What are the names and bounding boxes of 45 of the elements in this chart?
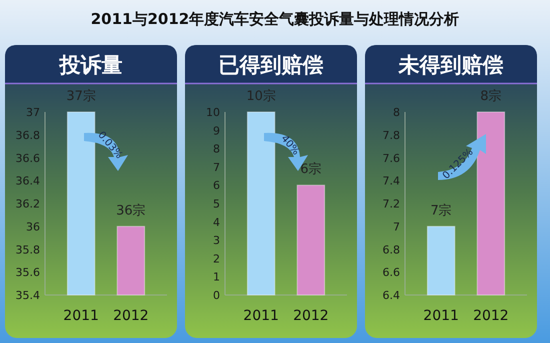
x-tick-label: 2012	[473, 308, 509, 324]
data-label: 7宗	[430, 202, 452, 218]
y-tick-label: 1	[213, 270, 220, 284]
y-tick-label: 8	[393, 106, 400, 119]
y-tick-label: 4	[213, 216, 220, 229]
y-tick-label: 10	[206, 106, 220, 119]
y-tick-label: 36.4	[16, 174, 40, 188]
text: 2011与2012年度汽车安全气囊投诉量与处理情况分析	[90, 10, 460, 28]
data-label: 6宗	[300, 161, 322, 178]
y-tick-label: 2	[213, 252, 220, 266]
y-tick-label: 7	[393, 220, 400, 234]
y-tick-label: 35.6	[16, 266, 40, 280]
y-tick-label: 36.2	[16, 198, 40, 210]
y-tick-label: 36.6	[16, 152, 40, 165]
y-tick-label: 37	[26, 106, 40, 119]
y-tick-label: 7.4	[382, 174, 400, 188]
y-tick-label: 8	[213, 142, 220, 156]
y-tick-label: 9	[213, 124, 220, 138]
y-tick-label: 3	[213, 234, 220, 248]
y-tick-label: 36.8	[16, 128, 40, 142]
data-label: 10宗	[246, 88, 276, 104]
y-tick-label: 7.2	[382, 198, 400, 210]
y-tick-label: 7.6	[382, 152, 400, 165]
y-tick-label: 0	[213, 289, 220, 302]
data-label: 8宗	[480, 88, 502, 104]
chart-subtitle: 已得到赔偿	[218, 53, 324, 77]
data-label: 36宗	[116, 202, 146, 218]
y-tick-label: 7	[213, 160, 220, 174]
x-tick-label: 2012	[113, 308, 149, 324]
chart-subtitle: 投诉量	[58, 53, 122, 77]
x-tick-label: 2012	[293, 308, 329, 324]
y-tick-label: 7.8	[382, 128, 400, 142]
y-tick-label: 6.8	[382, 243, 400, 256]
x-tick-label: 2011	[63, 308, 99, 324]
y-tick-label: 6.6	[382, 266, 400, 280]
chart-subtitle: 未得到赔偿	[398, 53, 504, 77]
y-tick-label: 6.4	[382, 289, 400, 302]
y-tick-label: 35.8	[16, 243, 40, 256]
x-tick-label: 2011	[423, 308, 459, 324]
y-tick-label: 36	[26, 220, 40, 234]
y-tick-label: 5	[213, 198, 220, 210]
y-tick-label: 6	[213, 179, 220, 192]
x-tick-label: 2011	[243, 308, 279, 324]
data-label: 37宗	[66, 88, 96, 104]
y-tick-label: 35.4	[16, 289, 40, 302]
